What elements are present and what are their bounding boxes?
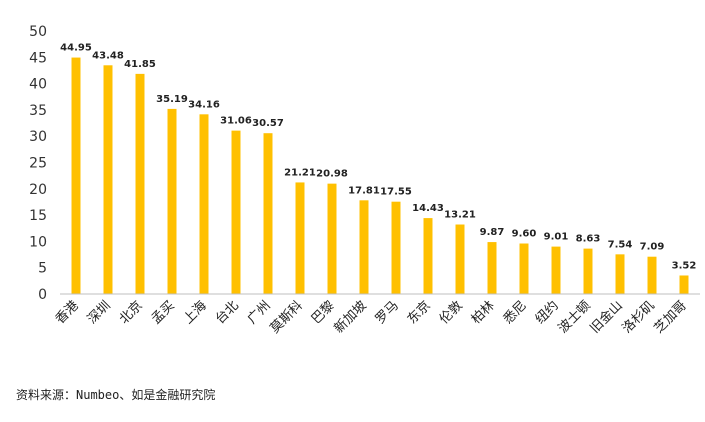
bar — [647, 256, 657, 294]
bar — [615, 254, 625, 294]
bar — [135, 73, 145, 294]
data-label: 9.01 — [544, 232, 569, 243]
data-label: 7.09 — [640, 242, 665, 253]
data-label: 14.43 — [412, 203, 444, 214]
data-label: 41.85 — [124, 59, 156, 70]
x-tick-label: 东京 — [405, 298, 434, 327]
x-tick-label: 北京 — [117, 298, 146, 327]
x-tick-label: 旧金山 — [587, 298, 626, 337]
data-label: 44.95 — [60, 43, 92, 54]
x-tick-label: 上海 — [181, 298, 210, 327]
bar — [391, 201, 401, 294]
bar — [263, 133, 273, 294]
y-axis: 0 5 10 15 20 25 30 35 40 45 50 — [29, 24, 47, 303]
y-tick-label: 50 — [29, 24, 47, 40]
bar — [423, 218, 433, 294]
x-tick-label: 柏林 — [469, 298, 498, 327]
x-tick-label: 波士顿 — [556, 298, 594, 336]
bar — [167, 108, 177, 294]
y-tick-label: 30 — [29, 129, 47, 145]
bar — [551, 246, 561, 294]
data-label: 43.48 — [92, 50, 124, 61]
data-label: 17.81 — [348, 185, 380, 196]
x-tick-label: 洛杉矶 — [620, 298, 658, 336]
y-tick-label: 15 — [29, 208, 47, 224]
x-tick-label: 香港 — [53, 298, 82, 327]
y-tick-label: 20 — [29, 182, 47, 198]
x-tick-label: 悉尼 — [501, 298, 530, 327]
x-tick-label: 深圳 — [85, 298, 114, 327]
bar — [327, 183, 337, 294]
y-tick-label: 0 — [38, 287, 47, 303]
y-tick-label: 40 — [29, 77, 47, 93]
data-label: 8.63 — [576, 234, 601, 245]
bars — [71, 57, 689, 295]
x-tick-label: 孟买 — [149, 298, 178, 327]
bar — [519, 243, 529, 294]
x-tick-label: 新加坡 — [331, 298, 370, 337]
x-tick-label: 罗马 — [373, 298, 402, 327]
data-label: 20.98 — [316, 169, 348, 180]
bar — [455, 224, 465, 294]
y-tick-label: 25 — [29, 156, 47, 172]
y-tick-label: 5 — [38, 261, 47, 277]
source-note: 资料来源：Numbeo、如是金融研究院 — [16, 388, 216, 402]
y-tick-label: 10 — [29, 234, 47, 250]
x-tick-label: 台北 — [213, 298, 242, 327]
bar — [103, 65, 113, 294]
x-tick-label: 伦敦 — [436, 298, 466, 328]
data-label: 3.52 — [672, 260, 697, 271]
bar — [199, 114, 209, 295]
bar — [487, 242, 497, 294]
data-label: 7.54 — [608, 239, 633, 250]
bar — [679, 275, 689, 294]
bar — [231, 130, 241, 294]
data-label: 9.60 — [512, 229, 537, 240]
y-tick-label: 35 — [29, 103, 47, 119]
data-label: 17.55 — [380, 187, 412, 198]
bar — [359, 200, 369, 294]
x-tick-label: 莫斯科 — [268, 298, 306, 336]
bar — [71, 57, 81, 294]
bar — [583, 248, 593, 294]
data-label: 21.21 — [284, 167, 316, 178]
data-label: 35.19 — [156, 94, 188, 105]
data-label: 13.21 — [444, 210, 476, 221]
bar — [295, 182, 305, 294]
data-label: 34.16 — [188, 99, 220, 110]
y-tick-label: 45 — [29, 50, 47, 66]
data-label: 9.87 — [480, 227, 505, 238]
data-label: 30.57 — [252, 118, 284, 129]
x-tick-label: 芝加哥 — [651, 298, 690, 337]
data-label: 31.06 — [220, 116, 252, 127]
